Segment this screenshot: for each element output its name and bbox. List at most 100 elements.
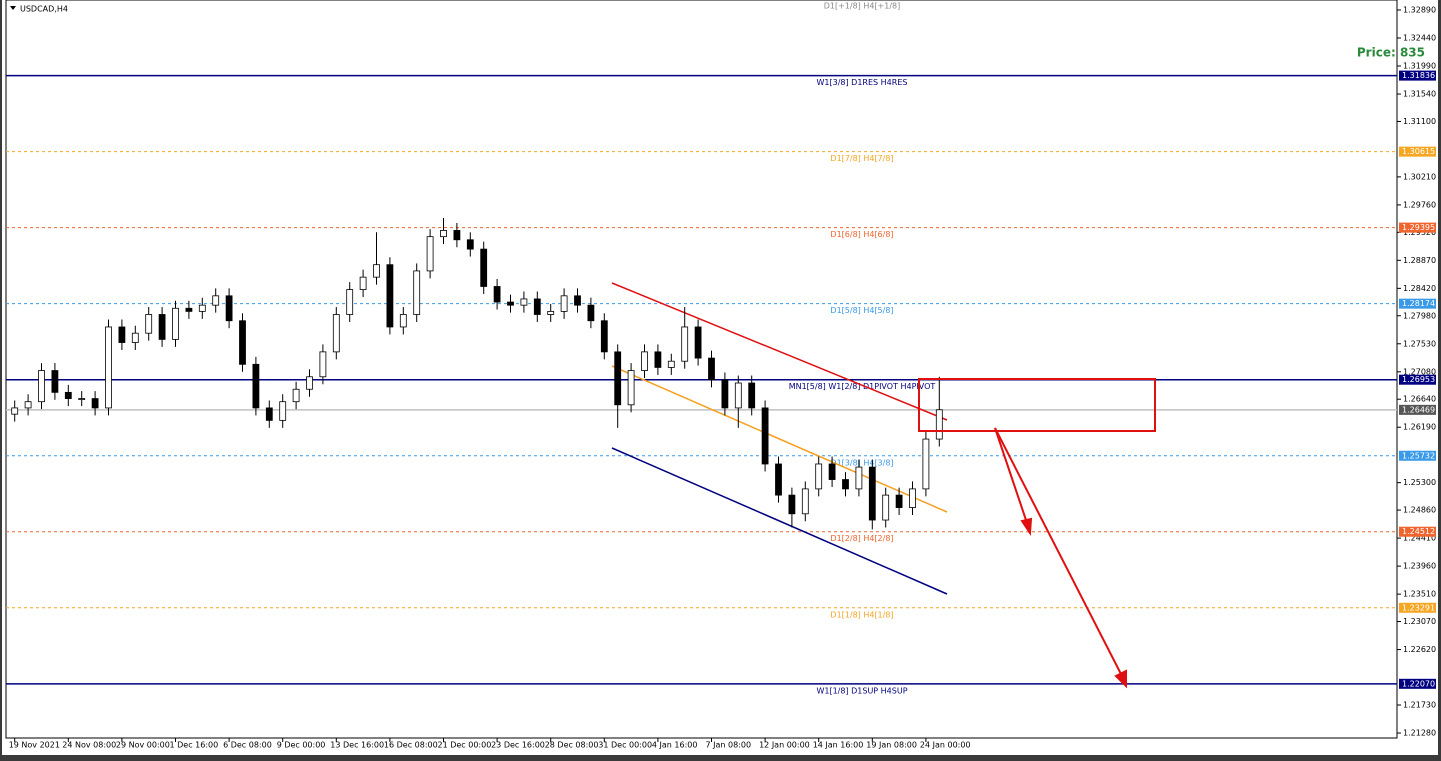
- candle-body: [587, 304, 595, 322]
- menu-icon[interactable]: [10, 6, 16, 10]
- candle-body: [520, 298, 528, 306]
- level-text: MN1[5/8] W1[2/8] D1PIVOT H4PIVOT: [789, 382, 936, 391]
- y-tick-label: 1.21280: [1403, 729, 1436, 738]
- x-tick-label: 13 Dec 16:00: [330, 741, 384, 750]
- zone-box: [918, 378, 1156, 432]
- candle-body: [24, 401, 32, 409]
- x-tick-label: 16 Dec 08:00: [384, 741, 438, 750]
- candle-body: [413, 270, 421, 315]
- price-box-label: 1.29395: [1402, 223, 1435, 232]
- candle-body: [239, 320, 246, 365]
- candle-body: [118, 326, 126, 343]
- y-tick-label: 1.31100: [1403, 117, 1436, 126]
- y-tick-label: 1.31540: [1403, 90, 1436, 99]
- level-text: D1[1/8] H4[1/8]: [830, 610, 893, 619]
- y-tick-label: 1.26640: [1403, 395, 1436, 404]
- candle-body: [78, 398, 86, 400]
- trendline: [611, 365, 948, 513]
- level-text: D1[6/8] H4[6/8]: [830, 230, 893, 239]
- price-box-label: 1.25732: [1402, 451, 1435, 460]
- y-tick-label: 1.27980: [1403, 311, 1436, 320]
- candle-body: [279, 401, 287, 421]
- price-box: [1399, 222, 1436, 233]
- candle-body: [547, 310, 555, 315]
- candle-body: [627, 370, 635, 406]
- plot-frame: [5, 0, 1398, 739]
- candle-body: [654, 351, 662, 368]
- price-box-label: 1.24512: [1402, 527, 1435, 536]
- candle-body: [667, 360, 675, 368]
- price-box-label: 1.22070: [1402, 679, 1435, 688]
- candle-body: [868, 466, 876, 521]
- level-text: W1[1/8] D1SUP H4SUP: [816, 686, 907, 695]
- x-tick-label: 12 Jan 00:00: [759, 741, 810, 750]
- candle-body: [480, 248, 488, 287]
- price-box: [1399, 404, 1436, 415]
- x-tick-label: 23 Dec 16:00: [491, 741, 545, 750]
- candle-body: [855, 466, 863, 490]
- candle-body: [641, 351, 648, 371]
- x-tick-label: 19 Jan 08:00: [866, 741, 917, 750]
- candle-body: [131, 332, 139, 343]
- x-tick-label: 24 Nov 08:00: [62, 741, 116, 750]
- candle-body: [600, 320, 608, 353]
- y-tick-label: 1.27530: [1403, 339, 1436, 348]
- candle-body: [306, 376, 313, 390]
- price-box: [1399, 70, 1436, 81]
- symbol-title: USDCAD,H4: [20, 5, 68, 14]
- candle-body: [681, 326, 689, 362]
- y-tick-label: 1.23510: [1403, 590, 1436, 599]
- price-box: [1399, 374, 1436, 385]
- price-box: [1399, 678, 1436, 689]
- y-tick-label: 1.28870: [1403, 256, 1436, 265]
- level-text: D1[2/8] H4[2/8]: [830, 534, 893, 543]
- y-tick-label: 1.27080: [1403, 367, 1436, 376]
- x-tick-label: 31 Dec 00:00: [598, 741, 652, 750]
- candle-body: [172, 307, 179, 340]
- price-box-label: 1.31836: [1402, 71, 1435, 80]
- y-tick-label: 1.28420: [1403, 284, 1436, 293]
- candle-body: [91, 398, 99, 409]
- level-text: D1[5/8] H4[5/8]: [830, 306, 893, 315]
- x-tick-label: 21 Dec 00:00: [438, 741, 492, 750]
- x-tick-label: 28 Dec 08:00: [545, 741, 599, 750]
- candle-body: [359, 276, 367, 290]
- candle-body: [935, 409, 943, 440]
- x-tick-label: 7 Jan 08:00: [706, 741, 752, 750]
- candle-body: [105, 326, 112, 409]
- x-tick-label: 29 Nov 00:00: [116, 741, 170, 750]
- candle-body: [708, 357, 715, 381]
- candle-body: [734, 382, 742, 409]
- y-tick-label: 1.24860: [1403, 506, 1436, 515]
- level-text: D1[7/8] H4[7/8]: [830, 154, 893, 163]
- candle-body: [399, 314, 407, 328]
- y-tick-label: 1.32440: [1403, 33, 1436, 42]
- price-box: [1399, 526, 1436, 537]
- price-box-label: 1.30615: [1402, 147, 1435, 156]
- y-tick-label: 1.29760: [1403, 200, 1436, 209]
- price-box-label: 1.23291: [1402, 603, 1435, 612]
- candle-body: [895, 494, 903, 508]
- price-box: [1399, 298, 1436, 309]
- y-tick-label: 1.24410: [1403, 534, 1436, 543]
- price-box-label: 1.26953: [1402, 375, 1435, 384]
- y-tick-label: 1.23070: [1403, 617, 1436, 626]
- price-box: [1399, 450, 1436, 461]
- candle-body: [426, 236, 434, 272]
- candle-body: [574, 295, 581, 306]
- candle-body: [38, 370, 45, 403]
- trendline: [611, 282, 948, 421]
- trendline: [611, 447, 948, 595]
- x-tick-label: 4 Jan 16:00: [652, 741, 698, 750]
- level-text: W1[3/8] D1RES H4RES: [817, 78, 908, 87]
- arrows: [994, 427, 1127, 689]
- y-tick-label: 1.22620: [1403, 645, 1436, 654]
- top-level-label: D1[+1/8] H4[+1/8]: [824, 2, 901, 11]
- candle-body: [225, 295, 233, 322]
- candle-body: [922, 438, 930, 490]
- candle-body: [493, 286, 501, 303]
- x-tick-label: 6 Dec 08:00: [223, 741, 272, 750]
- candle-body: [198, 304, 206, 312]
